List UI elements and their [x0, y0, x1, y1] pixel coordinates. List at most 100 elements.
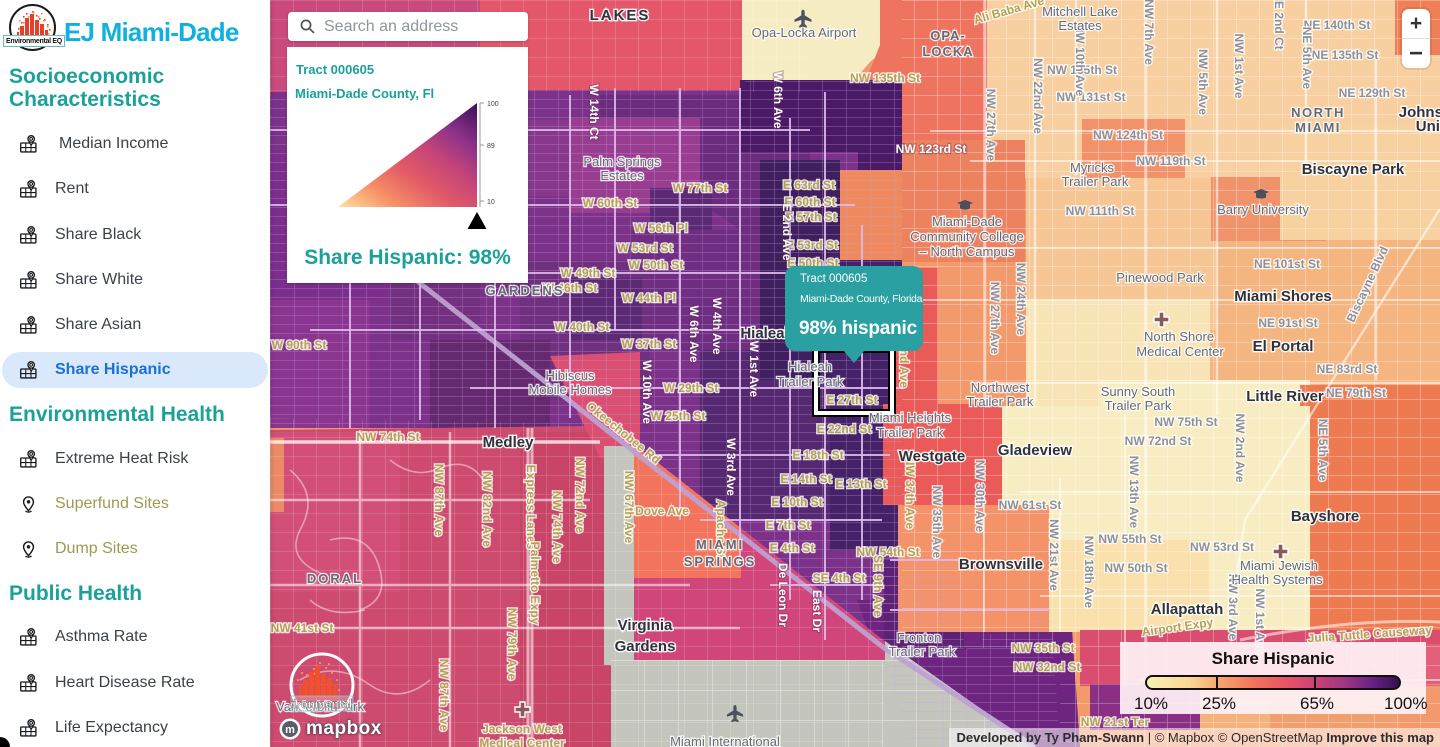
- svg-text:NE 129th St: NE 129th St: [1339, 86, 1406, 100]
- svg-text:NW 18th Ave: NW 18th Ave: [1082, 536, 1096, 609]
- svg-text:Gardens: Gardens: [615, 638, 676, 655]
- svg-text:E 18th St: E 18th St: [792, 448, 843, 462]
- svg-text:NE 140th St: NE 140th St: [1304, 18, 1371, 32]
- svg-text:W 50th St: W 50th St: [629, 258, 684, 272]
- svg-text:NE 5th Ave: NE 5th Ave: [1300, 27, 1314, 90]
- svg-text:NW 82nd Ave: NW 82nd Ave: [480, 471, 494, 547]
- svg-text:NW 79th Ave: NW 79th Ave: [505, 608, 519, 681]
- svg-text:W 3rd Ave: W 3rd Ave: [724, 438, 738, 496]
- svg-text:Medical Center: Medical Center: [1136, 344, 1224, 359]
- svg-text:Palm Springs: Palm Springs: [583, 154, 661, 169]
- svg-text:W 37th St: W 37th St: [622, 337, 677, 351]
- svg-text:NE 101st St: NE 101st St: [1254, 257, 1320, 271]
- svg-text:Gladeview: Gladeview: [998, 442, 1073, 459]
- svg-text:Estates: Estates: [1058, 18, 1102, 33]
- svg-text:Mobile Homes: Mobile Homes: [528, 382, 612, 397]
- svg-text:Johnson: Johnson: [1399, 104, 1440, 121]
- svg-text:Miami Shores: Miami Shores: [1234, 288, 1332, 305]
- svg-text:89: 89: [487, 143, 495, 150]
- svg-text:Pinewood Park: Pinewood Park: [1116, 270, 1204, 285]
- svg-text:E 10th St: E 10th St: [771, 495, 822, 509]
- svg-text:Estates: Estates: [600, 168, 644, 183]
- svg-text:SE 4th St: SE 4th St: [813, 571, 866, 585]
- svg-text:NW 21st Ave: NW 21st Ave: [1047, 519, 1061, 591]
- svg-text:Northwest: Northwest: [971, 380, 1030, 395]
- svg-text:W 53rd St: W 53rd St: [617, 241, 672, 255]
- svg-text:Sunny South: Sunny South: [1101, 384, 1175, 399]
- svg-text:NW 13th Ave: NW 13th Ave: [1127, 456, 1141, 529]
- svg-text:Apache St: Apache St: [714, 500, 728, 559]
- svg-text:Mitchell Lake: Mitchell Lake: [1042, 4, 1118, 19]
- svg-text:NORTH: NORTH: [1291, 105, 1345, 120]
- svg-text:W 56th Pl: W 56th Pl: [634, 221, 688, 235]
- svg-text:NW 24th Ave: NW 24th Ave: [1014, 263, 1028, 336]
- svg-text:Westgate: Westgate: [899, 448, 965, 465]
- svg-text:NE 91st St: NE 91st St: [1258, 316, 1317, 330]
- svg-text:Virginia: Virginia: [618, 617, 673, 634]
- svg-text:W 46th St: W 46th St: [543, 281, 598, 295]
- svg-text:NW 10th Ave: NW 10th Ave: [1073, 24, 1087, 97]
- svg-text:NW 111th St: NW 111th St: [1066, 204, 1135, 218]
- svg-text:W 25th St: W 25th St: [651, 409, 706, 423]
- svg-text:W 1st Ave: W 1st Ave: [747, 341, 761, 398]
- svg-text:NW 131st St: NW 131st St: [1056, 90, 1125, 104]
- svg-text:NW 21st Ter: NW 21st Ter: [1081, 715, 1150, 729]
- svg-text:Myricks: Myricks: [1070, 160, 1115, 175]
- svg-text:10: 10: [487, 199, 495, 206]
- svg-text:Miami-Dade: Miami-Dade: [932, 214, 1002, 229]
- svg-text:Environmental EQ: Environmental EQ: [289, 699, 355, 711]
- svg-text:Brownsville: Brownsville: [959, 556, 1043, 573]
- svg-text:Hibiscus: Hibiscus: [545, 368, 595, 383]
- svg-text:East Dr: East Dr: [810, 590, 824, 632]
- svg-text:E 63rd St: E 63rd St: [783, 178, 835, 192]
- svg-text:W 10th Ave: W 10th Ave: [640, 360, 654, 424]
- svg-text:Miami Jewish: Miami Jewish: [1240, 558, 1318, 573]
- svg-text:Palmetto Expy: Palmetto Expy: [528, 542, 542, 625]
- svg-text:Bayshore: Bayshore: [1291, 508, 1359, 525]
- svg-text:W 29th St: W 29th St: [664, 381, 719, 395]
- svg-text:Barry University: Barry University: [1217, 202, 1309, 217]
- svg-text:NE 79th St: NE 79th St: [1326, 386, 1386, 400]
- svg-text:NW 61st St: NW 61st St: [999, 498, 1062, 512]
- svg-text:NW 5th Ave: NW 5th Ave: [1196, 49, 1210, 115]
- svg-text:W 77th St: W 77th St: [673, 181, 728, 195]
- svg-text:NW 2nd Ave: NW 2nd Ave: [1233, 413, 1247, 482]
- svg-text:NW 87th Ave: NW 87th Ave: [437, 659, 451, 732]
- svg-text:E 7th St: E 7th St: [766, 518, 811, 532]
- svg-text:De Leon Dr: De Leon Dr: [776, 563, 790, 627]
- svg-text:NW 124th St: NW 124th St: [1093, 128, 1163, 142]
- svg-text:Trailer Park: Trailer Park: [1105, 398, 1172, 413]
- svg-text:Univ: Univ: [1416, 118, 1440, 135]
- svg-text:W 90th St: W 90th St: [272, 338, 327, 352]
- svg-text:NE 135th St: NE 135th St: [1312, 48, 1379, 62]
- svg-text:NW 54th St: NW 54th St: [856, 545, 919, 559]
- svg-text:E 53rd St: E 53rd St: [786, 238, 838, 252]
- svg-text:Trailer Park: Trailer Park: [967, 394, 1034, 409]
- svg-text:W 6th Ave: W 6th Ave: [687, 305, 701, 362]
- svg-text:Miami Heights: Miami Heights: [869, 410, 952, 425]
- svg-text:North Shore: North Shore: [1144, 329, 1214, 344]
- svg-text:NW 30th Ave: NW 30th Ave: [973, 460, 987, 533]
- svg-text:NW 35th Ave: NW 35th Ave: [930, 486, 944, 559]
- svg-text:m: m: [285, 724, 295, 736]
- svg-text:E 4th St: E 4th St: [770, 541, 815, 555]
- svg-text:Medley: Medley: [483, 434, 535, 451]
- svg-text:E 14th St: E 14th St: [780, 472, 831, 486]
- svg-text:Opa-Locka Airport: Opa-Locka Airport: [752, 25, 857, 40]
- svg-text:NW 123rd St: NW 123rd St: [896, 142, 967, 156]
- svg-text:E 13th St: E 13th St: [835, 477, 886, 491]
- svg-text:NW 119th St: NW 119th St: [1136, 154, 1205, 168]
- svg-text:NW 27th Ave: NW 27th Ave: [988, 282, 1002, 355]
- svg-text:Hialeah: Hialeah: [788, 359, 832, 374]
- svg-text:W 49th St: W 49th St: [561, 266, 616, 280]
- svg-text:NW 1st Ave: NW 1st Ave: [1253, 588, 1267, 653]
- svg-text:NE 83rd St: NE 83rd St: [1317, 362, 1378, 376]
- svg-text:Medical Center: Medical Center: [479, 736, 565, 747]
- svg-text:Trailer Park: Trailer Park: [777, 374, 844, 389]
- svg-text:W 44th Pl: W 44th Pl: [622, 291, 676, 305]
- svg-text:Miami International: Miami International: [670, 734, 780, 747]
- svg-text:W 6th Ave: W 6th Ave: [771, 71, 785, 128]
- svg-text:E 22nd St: E 22nd St: [817, 422, 872, 436]
- svg-text:Little River: Little River: [1246, 388, 1324, 405]
- svg-text:E 57th St: E 57th St: [785, 210, 836, 224]
